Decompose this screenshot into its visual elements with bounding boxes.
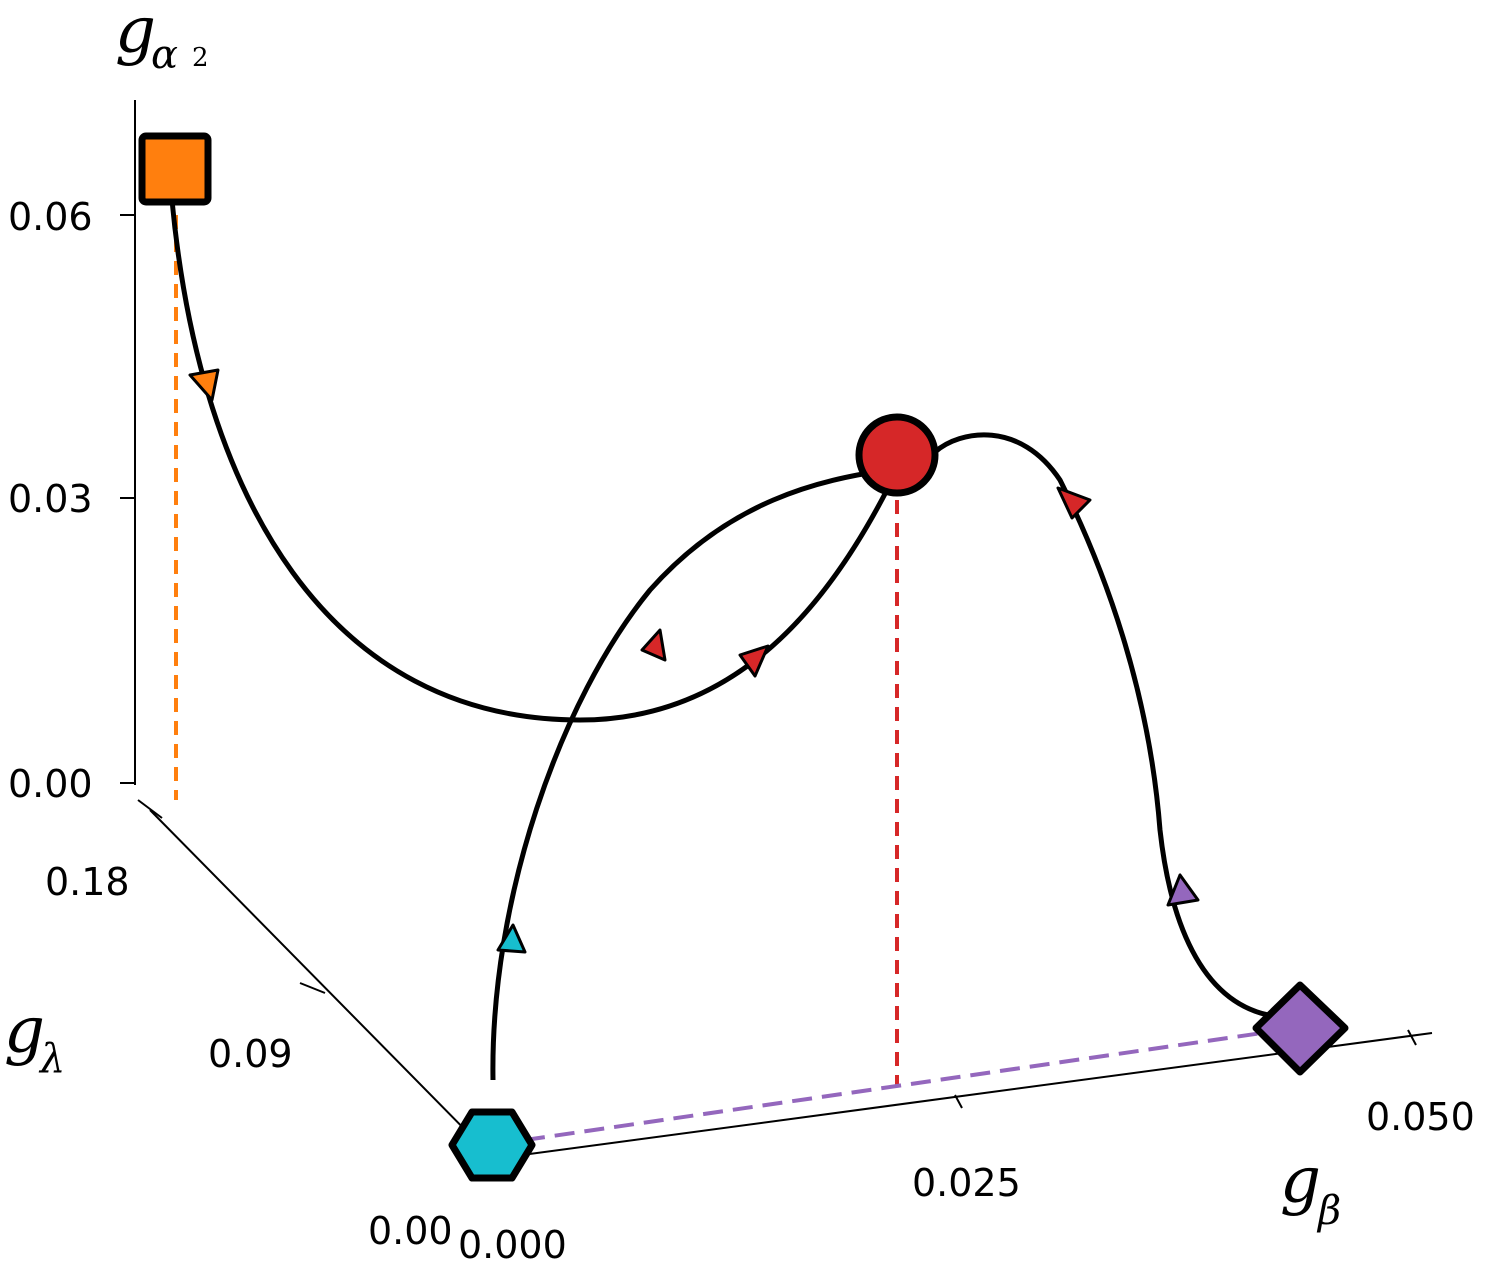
x-tick-label: 0.025 [912,1161,1021,1205]
z-tick-label: 0.03 [8,477,93,521]
flow-diamond-to-circle [933,432,1269,1018]
flow-arrow-orange [188,368,220,402]
diamond-fixed-point [1252,981,1349,1076]
y-axis-line [149,809,486,1151]
y-tick-label: 0.09 [208,1032,293,1076]
square-fixed-point [138,132,212,206]
svg-text:g: g [115,0,156,68]
x-tick-mark [954,1094,963,1109]
flow-arrow-cyan [496,923,527,954]
svg-text:g: g [1280,1144,1321,1218]
svg-text:λ: λ [38,1036,65,1082]
y-tick-mark [137,799,163,819]
purple-projection-line [524,1031,1263,1142]
x-tick-label: 0.000 [458,1223,567,1267]
flow-arrow-purple [1166,873,1200,907]
z-tick-label: 0.06 [8,195,93,239]
circle-fixed-point [855,413,939,497]
flow-square-to-circle [169,199,890,723]
x-tick-label: 0.050 [1366,1095,1475,1139]
svg-text:α: α [151,32,178,78]
z-axis-label: g α 2 [115,0,209,78]
flow-hexagon-to-circle [490,467,888,1081]
y-tick-mark [299,982,326,994]
x-tick-mark [1407,1029,1417,1046]
y-tick-label: 0.18 [45,860,130,904]
flow-arrow-red [640,628,667,662]
z-tick-label: 0.00 [8,762,93,806]
hexagon-fixed-point [448,1108,536,1182]
flow-arrow-red [1056,486,1092,520]
y-tick-label: 0.00 [368,1209,453,1253]
svg-text:β: β [1316,1188,1341,1234]
svg-text:g: g [4,994,45,1068]
x-axis-line [484,1032,1433,1161]
y-axis-label: g λ [4,994,65,1082]
svg-text:2: 2 [192,43,209,73]
flow-arrow-red [738,644,770,678]
x-axis-label: g β [1280,1144,1341,1234]
